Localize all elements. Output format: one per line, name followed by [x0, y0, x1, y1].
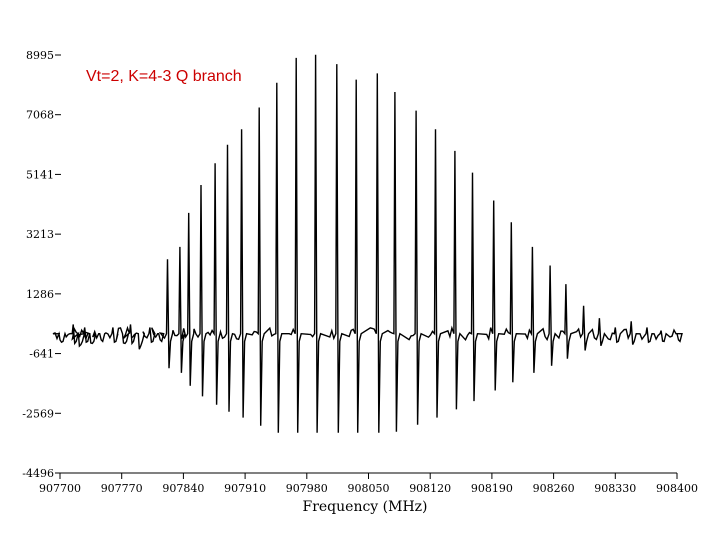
x-tick-label-4: 907980: [286, 482, 328, 495]
x-tick-label-10: 908400: [656, 482, 698, 495]
x-tick-label-9: 908330: [594, 482, 636, 495]
x-tick-label-6: 908120: [409, 482, 451, 495]
y-axis: 8995 7068 5141 3213 1286 -641 -2569 -4496: [22, 49, 61, 480]
x-tick-label-3: 907910: [224, 482, 266, 495]
y-tick-label-4: 1286: [26, 288, 54, 301]
spectrum-trace: [52, 54, 683, 433]
x-tick-label-8: 908260: [533, 482, 575, 495]
y-tick-label-6: -2569: [22, 407, 54, 420]
y-tick-label-5: -641: [29, 348, 54, 361]
y-tick-label-2: 5141: [26, 168, 54, 181]
y-tick-label-1: 7068: [26, 109, 54, 122]
branch-annotation: Vt=2, K=4-3 Q branch: [86, 68, 242, 85]
spectrum-trace-group: [52, 54, 683, 433]
x-tick-label-0: 907700: [39, 482, 81, 495]
y-tick-label-7: -4496: [22, 467, 54, 480]
x-tick-label-1: 907770: [101, 482, 143, 495]
x-axis: 907700 907770 907840 907910 907980 908050 9081…: [39, 472, 698, 495]
x-axis-title: Frequency (MHz): [302, 499, 427, 515]
y-tick-label-3: 3213: [26, 228, 54, 241]
x-tick-label-7: 908190: [471, 482, 513, 495]
x-tick-label-5: 908050: [348, 482, 390, 495]
x-tick-label-2: 907840: [162, 482, 204, 495]
y-tick-label-0: 8995: [26, 49, 54, 62]
